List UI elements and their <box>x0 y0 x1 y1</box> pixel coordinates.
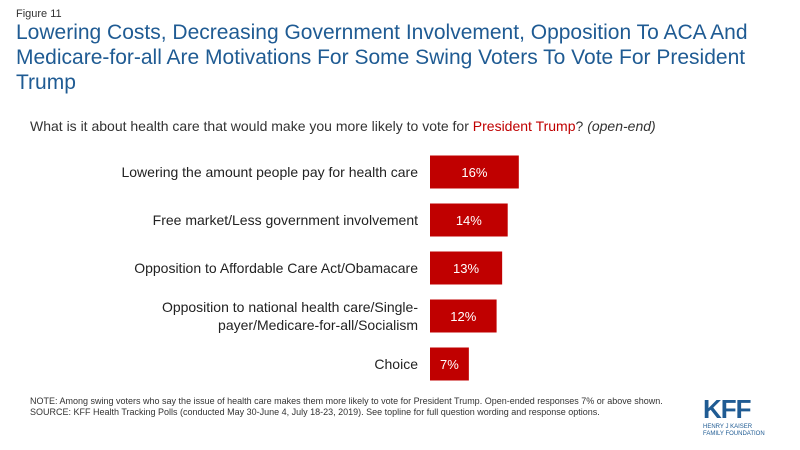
question-text: What is it about health care that would … <box>30 118 473 134</box>
logo-subtitle-2: FAMILY FOUNDATION <box>703 431 765 437</box>
bar-chart: 16% Lowering the amount people pay for he… <box>121 155 519 381</box>
survey-question: What is it about health care that would … <box>30 118 656 134</box>
bar-value-label-1: 14% <box>456 213 482 228</box>
figure-label: Figure 11 <box>16 8 62 20</box>
question-highlight: President Trump <box>472 118 576 134</box>
bar-2 <box>430 251 503 285</box>
bar-1 <box>430 203 508 237</box>
category-label-1: Free market/Less government involvement <box>153 212 418 228</box>
kff-logo: KFF HENRY J KAISER FAMILY FOUNDATION <box>703 396 793 440</box>
bar-value-label-0: 16% <box>461 165 487 180</box>
category-label-3: Opposition to national health care/Singl… <box>162 299 418 333</box>
bar-0 <box>430 155 519 189</box>
footnotes: NOTE: Among swing voters who say the iss… <box>30 396 690 418</box>
source-text: SOURCE: KFF Health Tracking Polls (condu… <box>30 407 600 417</box>
question-open-end: (open-end) <box>587 118 656 134</box>
note-text: NOTE: Among swing voters who say the iss… <box>30 396 663 406</box>
logo-wordmark: KFF <box>703 394 752 424</box>
category-label-4: Choice <box>374 356 418 372</box>
bar-value-label-3: 12% <box>450 309 476 324</box>
bar-3 <box>430 299 497 333</box>
category-label-0: Lowering the amount people pay for healt… <box>121 164 418 180</box>
category-label-2: Opposition to Affordable Care Act/Obamac… <box>134 260 418 276</box>
logo-subtitle-1: HENRY J KAISER <box>703 424 753 430</box>
chart-title: Lowering Costs, Decreasing Government In… <box>16 21 748 94</box>
question-suffix: ? <box>575 118 588 134</box>
bar-value-label-4: 7% <box>440 357 459 372</box>
bar-4 <box>430 347 469 381</box>
bar-value-label-2: 13% <box>453 261 479 276</box>
